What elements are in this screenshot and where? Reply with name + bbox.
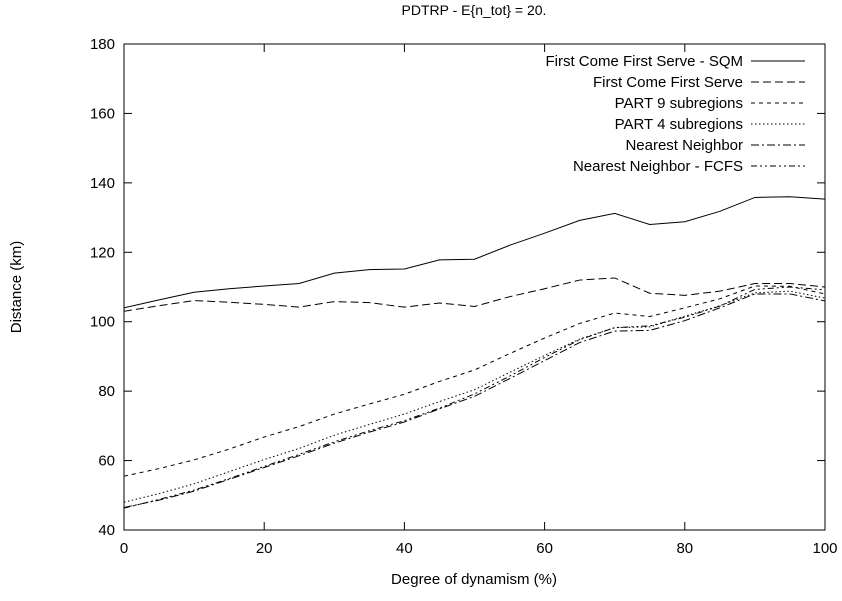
y-tick-label: 60 xyxy=(98,453,115,470)
chart-title: PDTRP - E{n_tot} = 20. xyxy=(402,2,547,18)
y-tick-label: 160 xyxy=(90,105,115,122)
legend-label-first-come-first-serve-sqm: First Come First Serve - SQM xyxy=(545,53,743,70)
y-tick-label: 40 xyxy=(98,522,115,539)
x-tick-label: 60 xyxy=(536,540,553,557)
y-axis-title: Distance (km) xyxy=(8,241,25,334)
series-line-nearest-neighbor-fcfs xyxy=(123,286,826,509)
x-axis-title: Degree of dynamism (%) xyxy=(391,571,557,588)
series-lines xyxy=(123,196,826,509)
y-tick-label: 80 xyxy=(98,383,115,400)
y-tick-label: 140 xyxy=(90,175,115,192)
series-line-first-come-first-serve-sqm xyxy=(123,196,826,309)
x-tick-label: 0 xyxy=(120,540,128,557)
series-line-nearest-neighbor xyxy=(123,293,826,508)
legend-label-first-come-first-serve: First Come First Serve xyxy=(593,74,743,91)
legend-label-nearest-neighbor: Nearest Neighbor xyxy=(625,137,743,154)
axis-ticks: 40 60 80 100 120 140 160 180 0 20 40 60 80 100 xyxy=(90,36,838,557)
legend: First Come First Serve - SQM First Come F… xyxy=(545,53,805,175)
legend-label-part-9-subregions: PART 9 subregions xyxy=(615,95,743,112)
y-tick-label: 180 xyxy=(90,36,115,53)
x-tick-label: 80 xyxy=(676,540,693,557)
y-tick-label: 100 xyxy=(90,314,115,331)
x-tick-label: 100 xyxy=(812,540,837,557)
series-line-part-4-subregions xyxy=(123,290,826,503)
series-line-first-come-first-serve xyxy=(123,277,826,312)
legend-label-nearest-neighbor-fcfs: Nearest Neighbor - FCFS xyxy=(573,158,743,175)
x-tick-label: 20 xyxy=(256,540,273,557)
x-tick-label: 40 xyxy=(396,540,413,557)
series-line-part-9-subregions xyxy=(123,285,826,477)
legend-label-part-4-subregions: PART 4 subregions xyxy=(615,116,743,133)
y-tick-label: 120 xyxy=(90,244,115,261)
